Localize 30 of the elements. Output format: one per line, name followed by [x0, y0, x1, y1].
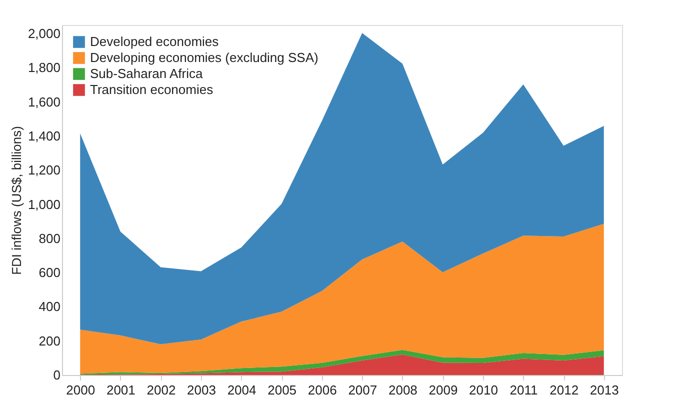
- x-tick-label: 2011: [510, 382, 538, 398]
- x-tick-label: 2005: [268, 382, 297, 398]
- y-tick-label: 1,800: [28, 60, 60, 76]
- y-tick-label: 600: [38, 265, 60, 280]
- legend-label: Sub-Saharan Africa: [90, 66, 204, 81]
- y-tick-label: 1,000: [28, 196, 60, 212]
- x-tick-label: 2009: [428, 382, 458, 398]
- x-tick-label: 2006: [308, 382, 337, 398]
- y-axis-title: FDI inflows (US$, billions): [8, 126, 24, 275]
- y-tick-label: 1,200: [28, 162, 60, 178]
- x-tick-label: 2001: [106, 382, 136, 398]
- x-tick-label: 2013: [590, 382, 619, 398]
- x-tick-label: 2008: [388, 382, 418, 398]
- y-tick-label: 400: [38, 299, 60, 314]
- x-tick-label: 2004: [227, 382, 256, 398]
- legend-label: Developed economies: [90, 34, 220, 49]
- x-tick-label: 2012: [550, 382, 579, 398]
- y-tick-label: 0: [53, 368, 60, 382]
- y-tick-label: 200: [38, 333, 60, 348]
- x-tick-label: 2010: [469, 382, 498, 398]
- x-tick-label: 2007: [348, 382, 378, 398]
- legend-label: Developing economies (excluding SSA): [90, 50, 318, 65]
- y-tick-label: 1,400: [28, 128, 60, 144]
- x-tick-label: 2000: [66, 382, 96, 398]
- y-tick-label: 2,000: [28, 26, 60, 42]
- legend-label: Transition economies: [90, 82, 214, 97]
- y-tick-label: 1,600: [28, 94, 60, 110]
- x-tick-label: 2003: [187, 382, 216, 398]
- x-tick-label: 2002: [146, 382, 176, 398]
- y-tick-label: 800: [38, 230, 60, 246]
